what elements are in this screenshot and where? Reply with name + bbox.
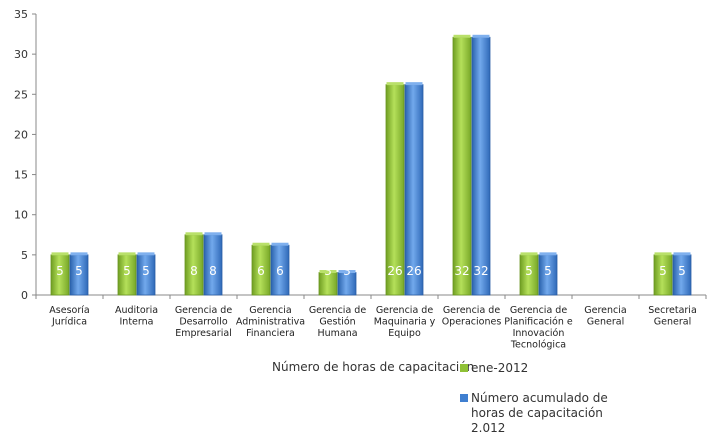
bar-top-cap <box>252 242 270 246</box>
data-label: 5 <box>123 264 131 278</box>
data-label: 26 <box>406 264 421 278</box>
bar-top-cap <box>118 252 136 256</box>
bar-top-cap <box>137 252 155 256</box>
bar-top-cap <box>386 82 404 86</box>
bar-top-cap <box>472 34 490 38</box>
legend-swatch-blue <box>460 394 468 402</box>
bar-top-cap <box>539 252 557 256</box>
category-label: Asesoría Jurídica <box>49 305 89 328</box>
category-label: Gerencia General <box>584 305 626 328</box>
legend-label: Número acumulado de horas de capacitació… <box>471 391 608 435</box>
bar-top-cap <box>319 270 337 274</box>
bar-top-cap <box>204 232 222 236</box>
data-label: 3 <box>343 264 351 278</box>
chart-data-labels: 5 5 5 5 8 8 6 6 3 3 26 26 32 32 5 5 5 5 <box>56 264 686 278</box>
bar-top-cap <box>70 252 88 256</box>
y-tick-label: 35 <box>14 8 28 21</box>
data-label: 5 <box>544 264 552 278</box>
data-label: 3 <box>324 264 332 278</box>
bar-acumulado-6 <box>471 36 491 296</box>
bar-top-cap <box>453 34 471 38</box>
y-tick-label: 25 <box>14 88 28 101</box>
y-tick-label: 15 <box>14 169 28 182</box>
bar-top-cap <box>520 252 538 256</box>
legend-title: Número de horas de capacitación <box>272 360 475 374</box>
data-label: 5 <box>659 264 667 278</box>
category-label: Gerencia de Maquinaria y Equipo <box>374 305 436 339</box>
data-label: 5 <box>56 264 64 278</box>
legend-swatch-green <box>460 364 468 372</box>
data-label: 8 <box>209 264 217 278</box>
bar-top-cap <box>405 82 423 86</box>
data-label: 32 <box>454 264 469 278</box>
y-tick-label: 5 <box>21 249 28 262</box>
data-label: 26 <box>387 264 402 278</box>
category-label: Gerencia de Desarrollo Empresarial <box>175 305 233 339</box>
data-label: 8 <box>190 264 198 278</box>
category-label: Auditoria Interna <box>115 305 158 328</box>
y-tick-label: 0 <box>21 289 28 302</box>
bar-top-cap <box>654 252 672 256</box>
data-label: 5 <box>75 264 83 278</box>
legend-label: ene-2012 <box>471 361 529 375</box>
data-label: 5 <box>678 264 686 278</box>
bar-top-cap <box>51 252 69 256</box>
data-label: 5 <box>142 264 150 278</box>
bar-ene-2012-6 <box>452 36 472 296</box>
bar-top-cap <box>271 242 289 246</box>
bar-top-cap <box>338 270 356 274</box>
category-label: Secretaria General <box>648 305 697 328</box>
category-label: Gerencia de Gestión Humana <box>309 305 367 339</box>
y-tick-label: 30 <box>14 48 28 61</box>
y-tick-label: 10 <box>14 209 28 222</box>
chart-bars <box>50 34 692 296</box>
chart-category-labels: Asesoría Jurídica Auditoria Interna Gerencia… <box>49 305 696 351</box>
data-label: 32 <box>473 264 488 278</box>
legend-item-acumulado: Número acumulado de horas de capacitació… <box>460 391 636 436</box>
data-label: 6 <box>276 264 284 278</box>
category-label: Gerencia de Planificación e Innovación Tecn… <box>504 305 573 351</box>
data-label: 5 <box>525 264 533 278</box>
legend-item-ene-2012: ene-2012 <box>460 361 661 376</box>
y-tick-label: 20 <box>14 128 28 141</box>
category-label: Gerencia Administrativa Financiera <box>236 305 305 339</box>
bar-top-cap <box>673 252 691 256</box>
category-label: Gerencia de Operaciones <box>442 305 502 328</box>
bar-top-cap <box>185 232 203 236</box>
data-label: 6 <box>257 264 265 278</box>
